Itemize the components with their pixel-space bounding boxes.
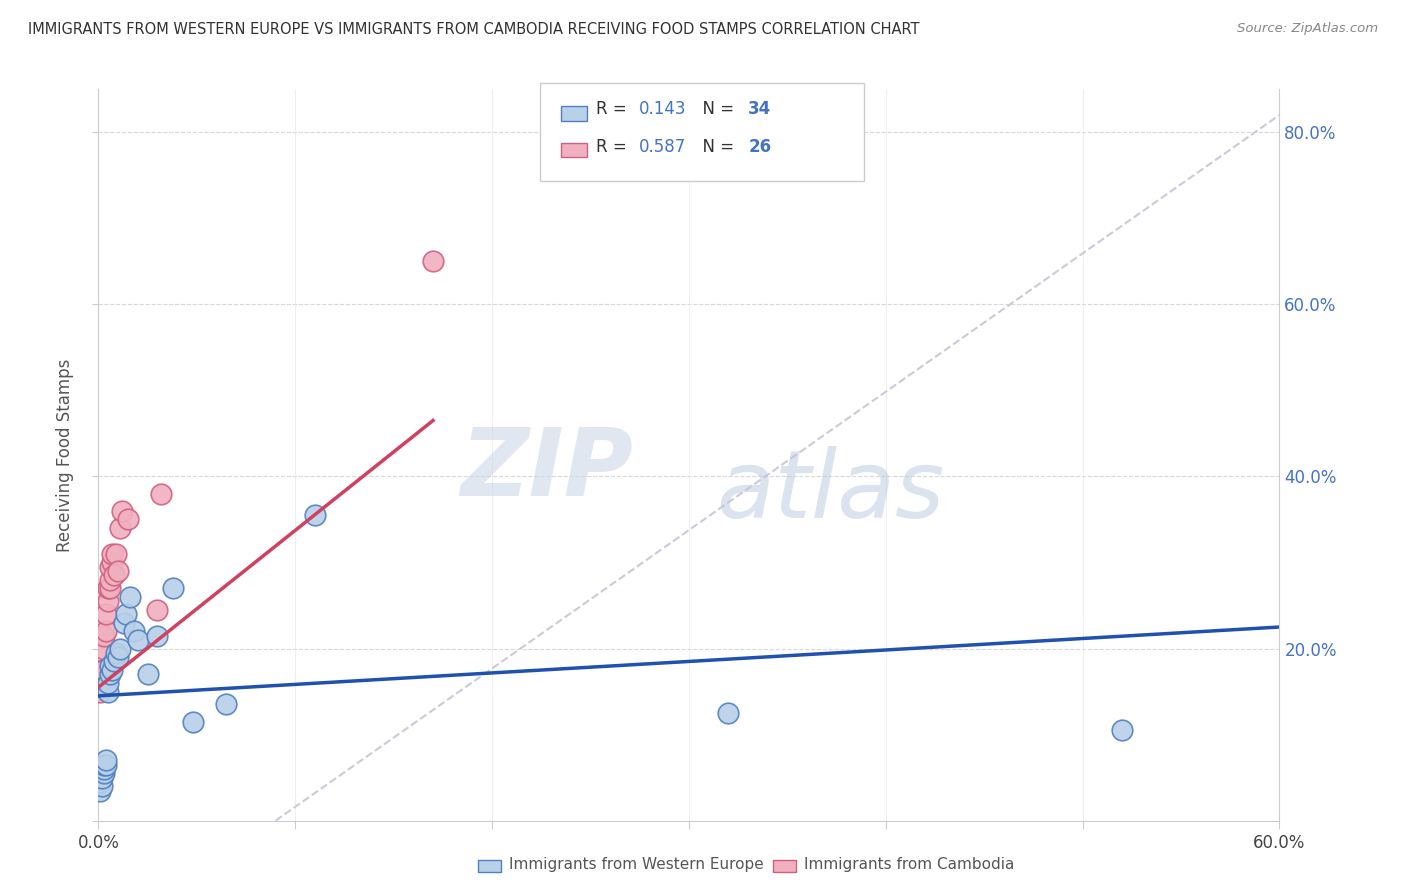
Point <box>1111 723 1133 738</box>
Point <box>101 547 124 561</box>
Point <box>136 667 159 681</box>
Point <box>93 757 115 772</box>
Point <box>717 706 740 720</box>
Point <box>89 676 111 690</box>
Point <box>108 521 131 535</box>
Text: 0.143: 0.143 <box>638 100 686 118</box>
Text: R =: R = <box>596 100 633 118</box>
Point <box>97 684 120 698</box>
Point <box>96 757 118 772</box>
Point <box>93 641 115 656</box>
Point <box>98 559 121 574</box>
Point <box>98 582 121 596</box>
Point <box>89 775 111 789</box>
Point <box>97 594 120 608</box>
Point <box>98 573 121 587</box>
Point <box>93 762 115 776</box>
Point <box>111 504 134 518</box>
Point <box>101 663 124 677</box>
Text: Immigrants from Western Europe: Immigrants from Western Europe <box>509 857 763 871</box>
Point <box>103 568 125 582</box>
Text: 0.587: 0.587 <box>638 137 686 155</box>
Text: N =: N = <box>692 137 740 155</box>
Point <box>118 590 141 604</box>
Point <box>91 771 114 785</box>
Point <box>115 607 138 621</box>
Point <box>89 684 111 698</box>
Text: ZIP: ZIP <box>461 424 634 516</box>
Point <box>107 564 129 578</box>
Point <box>117 512 139 526</box>
Point <box>108 641 131 656</box>
Point <box>89 762 111 776</box>
Point <box>105 646 128 660</box>
Point <box>112 615 135 630</box>
Point <box>422 254 444 268</box>
Text: IMMIGRANTS FROM WESTERN EUROPE VS IMMIGRANTS FROM CAMBODIA RECEIVING FOOD STAMPS: IMMIGRANTS FROM WESTERN EUROPE VS IMMIGR… <box>28 22 920 37</box>
Point <box>91 762 114 776</box>
Point <box>101 556 124 570</box>
Point <box>215 698 238 712</box>
Point <box>93 663 115 677</box>
Point <box>93 629 115 643</box>
Point <box>97 676 120 690</box>
Text: 26: 26 <box>748 137 772 155</box>
Point <box>181 714 204 729</box>
Y-axis label: Receiving Food Stamps: Receiving Food Stamps <box>56 359 75 551</box>
Point <box>150 486 173 500</box>
Point <box>96 753 118 767</box>
Point <box>89 783 111 797</box>
Point <box>103 655 125 669</box>
Text: atlas: atlas <box>717 446 945 537</box>
Point <box>122 624 145 639</box>
Point <box>98 667 121 681</box>
Point <box>146 603 169 617</box>
Point <box>97 582 120 596</box>
Text: 34: 34 <box>748 100 772 118</box>
Text: Source: ZipAtlas.com: Source: ZipAtlas.com <box>1237 22 1378 36</box>
Point <box>91 663 114 677</box>
Text: N =: N = <box>692 100 740 118</box>
Point <box>304 508 326 523</box>
Text: R =: R = <box>596 137 633 155</box>
Point <box>96 607 118 621</box>
Point <box>91 779 114 793</box>
Point <box>105 547 128 561</box>
Point <box>91 672 114 686</box>
Point <box>146 629 169 643</box>
Point <box>107 650 129 665</box>
Point <box>93 766 115 780</box>
Point <box>96 624 118 639</box>
Point <box>162 582 184 596</box>
Point <box>91 667 114 681</box>
Point <box>127 632 149 647</box>
Text: Immigrants from Cambodia: Immigrants from Cambodia <box>804 857 1015 871</box>
Point <box>98 658 121 673</box>
Point <box>89 771 111 785</box>
